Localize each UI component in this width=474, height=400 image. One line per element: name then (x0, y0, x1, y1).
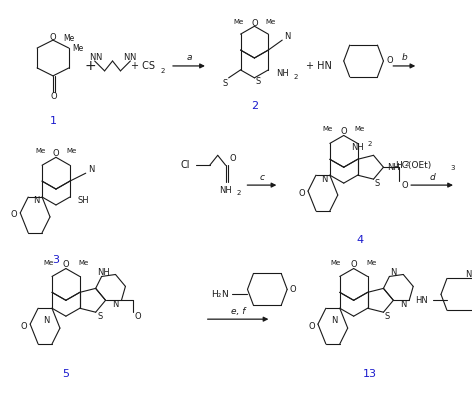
Text: O: O (350, 260, 357, 269)
Text: c: c (259, 173, 264, 182)
Text: + CS: + CS (131, 61, 155, 71)
Text: N: N (95, 52, 102, 62)
Text: 4: 4 (356, 235, 363, 245)
Text: Me: Me (366, 260, 377, 266)
Text: N: N (123, 52, 129, 62)
Text: Me: Me (323, 126, 333, 132)
Text: 3: 3 (451, 165, 455, 171)
Text: 2: 2 (294, 74, 298, 80)
Text: O: O (134, 312, 141, 321)
Text: Me: Me (79, 260, 89, 266)
Text: ₂: ₂ (218, 290, 221, 299)
Text: N: N (284, 32, 291, 41)
Text: S: S (375, 179, 380, 188)
Text: N: N (129, 54, 136, 62)
Text: Me: Me (35, 148, 45, 154)
Text: N: N (112, 300, 118, 309)
Text: N: N (43, 316, 49, 325)
Text: O: O (340, 127, 347, 136)
Text: Me: Me (63, 34, 74, 43)
Text: b: b (401, 54, 407, 62)
Text: H: H (211, 290, 218, 299)
Text: O: O (386, 56, 392, 66)
Text: +: + (85, 59, 97, 73)
Text: N: N (321, 175, 327, 184)
Text: O: O (51, 92, 57, 101)
Text: 2: 2 (367, 141, 372, 147)
Text: Me: Me (233, 19, 244, 25)
Text: N: N (89, 165, 95, 174)
Text: SH: SH (78, 196, 90, 206)
Text: O: O (21, 322, 27, 331)
Text: S: S (222, 79, 228, 88)
Text: N: N (331, 316, 337, 325)
Text: N: N (90, 54, 96, 62)
Text: O: O (63, 260, 69, 269)
Text: O: O (53, 149, 59, 158)
Text: HN: HN (415, 296, 428, 305)
Text: N: N (400, 300, 407, 309)
Text: 5: 5 (63, 369, 69, 379)
Text: Me: Me (331, 260, 341, 266)
Text: NH: NH (387, 163, 400, 172)
Text: S: S (97, 312, 102, 321)
Text: Me: Me (72, 44, 83, 52)
Text: O: O (50, 33, 56, 42)
Text: O: O (11, 210, 18, 219)
Text: + HN: + HN (306, 61, 332, 71)
Text: Me: Me (355, 126, 365, 132)
Text: e, f: e, f (231, 307, 245, 316)
Text: 2: 2 (404, 161, 409, 167)
Text: Me: Me (67, 148, 77, 154)
Text: Me: Me (43, 260, 53, 266)
Text: HC(OEt): HC(OEt) (395, 161, 431, 170)
Text: O: O (402, 181, 409, 190)
Text: N: N (390, 268, 397, 277)
Text: d: d (429, 173, 435, 182)
Text: O: O (290, 285, 296, 294)
Text: Cl: Cl (180, 160, 190, 170)
Text: O: O (251, 19, 258, 28)
Text: 2: 2 (237, 190, 241, 196)
Text: 3: 3 (53, 254, 59, 264)
Text: NH: NH (351, 143, 364, 152)
Text: N: N (33, 196, 39, 206)
Text: N: N (221, 290, 228, 299)
Text: O: O (309, 322, 315, 331)
Text: 2: 2 (251, 101, 258, 111)
Text: S: S (385, 312, 390, 321)
Text: NH: NH (276, 69, 289, 78)
Text: O: O (229, 154, 236, 163)
Text: NH: NH (219, 186, 232, 194)
Text: NH: NH (97, 268, 110, 277)
Text: Me: Me (265, 19, 275, 25)
Text: S: S (256, 77, 261, 86)
Text: 2: 2 (161, 68, 165, 74)
Text: 13: 13 (363, 369, 376, 379)
Text: O: O (299, 188, 305, 198)
Text: a: a (186, 54, 191, 62)
Text: 1: 1 (49, 116, 56, 126)
Text: N: N (465, 270, 472, 279)
